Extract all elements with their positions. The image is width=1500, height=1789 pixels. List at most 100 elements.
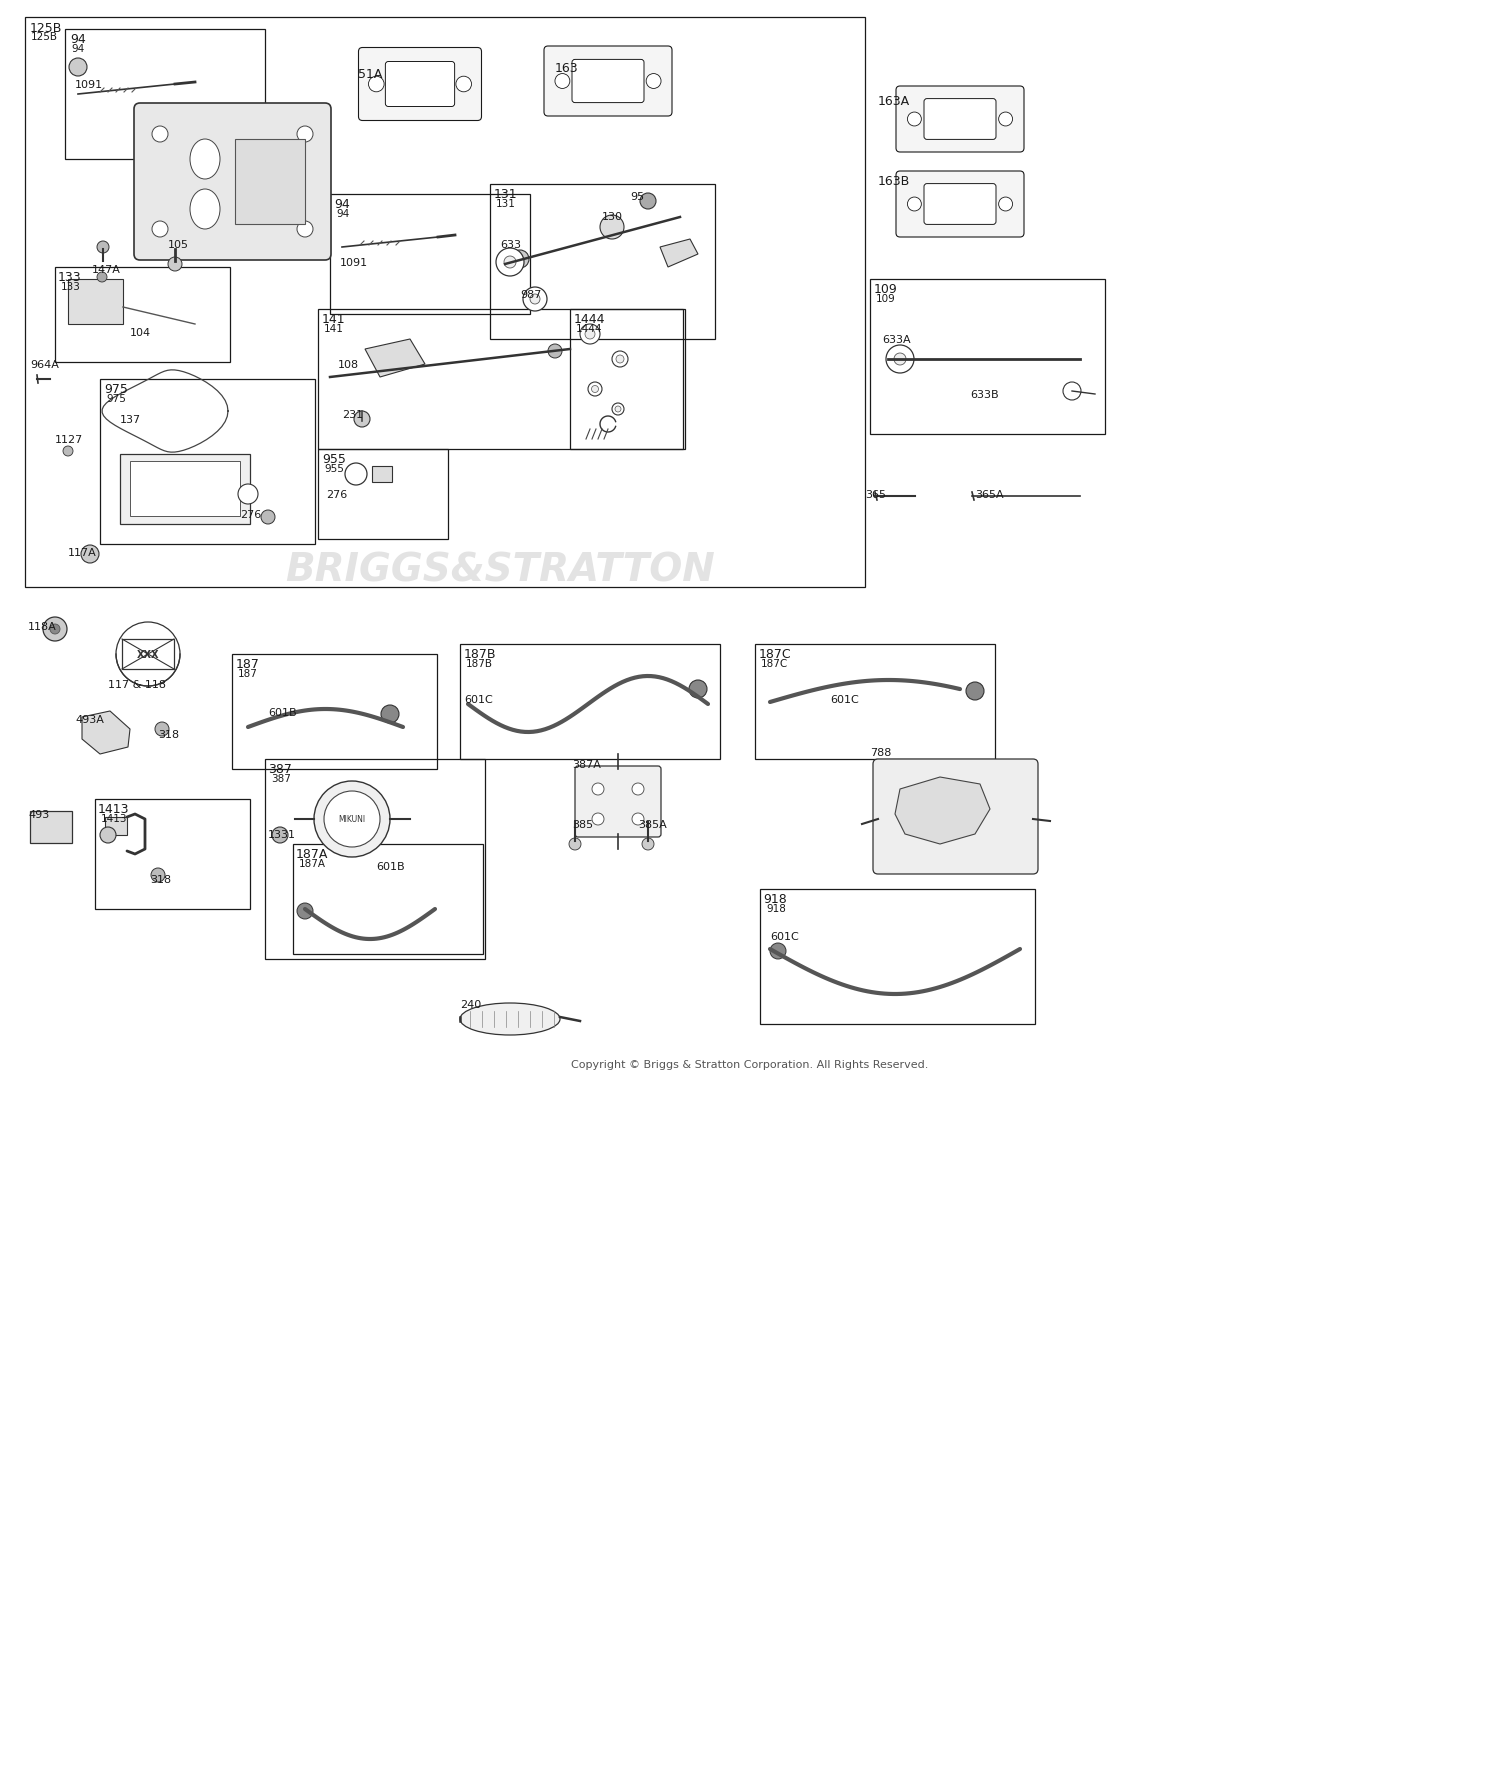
Text: 318: 318 [158, 730, 178, 739]
Circle shape [512, 250, 530, 268]
Text: 387A: 387A [572, 760, 602, 769]
Text: 118A: 118A [28, 621, 57, 632]
Circle shape [98, 274, 106, 283]
Circle shape [591, 386, 598, 394]
FancyBboxPatch shape [574, 766, 662, 837]
Circle shape [999, 199, 1012, 211]
Bar [68, 279, 123, 326]
Circle shape [886, 345, 914, 374]
Text: 788: 788 [870, 748, 891, 757]
Circle shape [612, 352, 628, 369]
Text: 163: 163 [555, 63, 579, 75]
Text: 955: 955 [322, 453, 346, 465]
Circle shape [238, 485, 258, 504]
Circle shape [616, 356, 624, 363]
Text: 601B: 601B [268, 708, 297, 717]
Polygon shape [82, 712, 130, 755]
Text: 109: 109 [876, 293, 896, 304]
FancyBboxPatch shape [873, 760, 1038, 875]
Circle shape [152, 868, 165, 882]
Text: 601C: 601C [770, 932, 798, 941]
Text: 918: 918 [764, 893, 786, 905]
Text: 163A: 163A [878, 95, 910, 107]
Circle shape [642, 839, 654, 850]
FancyBboxPatch shape [572, 61, 644, 104]
Text: 95: 95 [630, 191, 644, 202]
Polygon shape [364, 340, 424, 377]
Circle shape [272, 828, 288, 844]
Text: 131: 131 [496, 199, 516, 209]
Circle shape [354, 411, 370, 428]
Circle shape [1064, 383, 1082, 401]
Circle shape [524, 288, 548, 311]
Text: 187C: 187C [760, 658, 788, 669]
Circle shape [63, 447, 74, 456]
Text: 1413: 1413 [100, 814, 128, 823]
Circle shape [908, 199, 921, 211]
FancyBboxPatch shape [896, 172, 1024, 238]
Text: 633A: 633A [882, 335, 910, 345]
Text: 633: 633 [500, 240, 520, 250]
Bar [266, 760, 484, 959]
Text: 601C: 601C [464, 694, 492, 705]
Text: 1091: 1091 [340, 258, 368, 268]
Circle shape [152, 127, 168, 143]
Circle shape [688, 680, 706, 699]
FancyBboxPatch shape [544, 47, 672, 116]
Bar [570, 309, 686, 449]
Circle shape [646, 75, 662, 89]
Circle shape [369, 77, 384, 93]
Text: 147A: 147A [92, 265, 122, 276]
Circle shape [632, 784, 644, 796]
Text: 387: 387 [272, 773, 291, 784]
Circle shape [98, 242, 109, 254]
Text: 964A: 964A [30, 360, 58, 370]
Polygon shape [896, 778, 990, 844]
Circle shape [44, 617, 68, 642]
Bar [292, 844, 483, 955]
Ellipse shape [190, 140, 220, 181]
Circle shape [314, 782, 390, 857]
Bar [318, 449, 448, 540]
Ellipse shape [460, 1004, 560, 1036]
Text: 187: 187 [238, 669, 258, 678]
Text: 975: 975 [106, 394, 126, 404]
Circle shape [908, 113, 921, 127]
Text: 240: 240 [460, 1000, 482, 1009]
Circle shape [50, 624, 60, 635]
Text: 1127: 1127 [56, 435, 84, 445]
Text: 125B: 125B [32, 32, 58, 41]
Bar [122, 640, 174, 669]
Text: 1413: 1413 [98, 803, 129, 816]
Text: 1444: 1444 [574, 313, 606, 326]
FancyBboxPatch shape [134, 104, 332, 261]
Text: 975: 975 [104, 383, 128, 395]
Circle shape [261, 510, 274, 524]
Circle shape [966, 683, 984, 701]
Bar [330, 195, 530, 315]
Circle shape [585, 329, 596, 340]
Bar [64, 30, 266, 159]
Text: BRIGGS&STRATTON: BRIGGS&STRATTON [285, 551, 716, 589]
Ellipse shape [190, 190, 220, 229]
Circle shape [168, 258, 182, 272]
Text: 318: 318 [150, 875, 171, 884]
Circle shape [894, 354, 906, 365]
Bar [232, 655, 436, 769]
Circle shape [297, 903, 314, 920]
Circle shape [600, 216, 624, 240]
Text: 104: 104 [130, 327, 152, 338]
Text: 493: 493 [28, 810, 50, 819]
FancyBboxPatch shape [924, 100, 996, 140]
Circle shape [588, 383, 602, 397]
Circle shape [640, 193, 656, 209]
Bar [100, 379, 315, 544]
Text: 385: 385 [572, 819, 592, 830]
Bar [120, 454, 250, 524]
Circle shape [81, 546, 99, 564]
Text: 601B: 601B [376, 862, 405, 871]
Text: 493A: 493A [75, 714, 104, 725]
Text: 387: 387 [268, 762, 292, 776]
Circle shape [530, 295, 540, 304]
Circle shape [324, 791, 380, 848]
